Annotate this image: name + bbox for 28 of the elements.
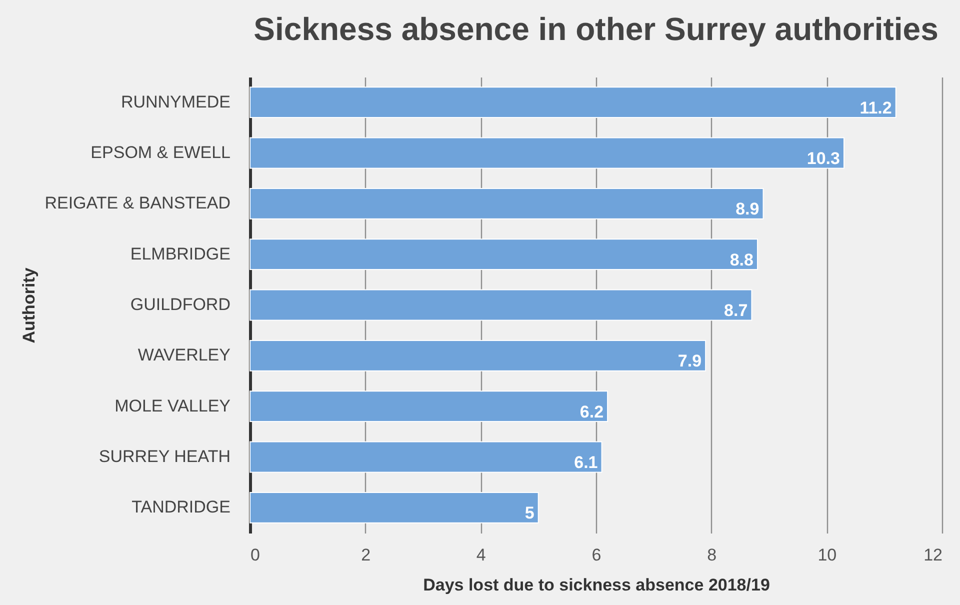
x-tick-label: 10	[818, 546, 837, 564]
y-tick-label: GUILDFORD	[130, 295, 230, 314]
y-tick-label: EPSOM & EWELL	[90, 143, 230, 162]
x-tick-label: 8	[707, 546, 717, 564]
data-label: 8.8	[730, 250, 754, 270]
data-label: 6.2	[580, 402, 604, 422]
chart-title: Sickness absence in other Surrey authorities	[254, 11, 938, 47]
data-label: 7.9	[678, 352, 702, 371]
x-tick-label: 2	[361, 546, 371, 564]
y-tick-label: ELMBRIDGE	[130, 244, 230, 264]
y-tick-label: REIGATE & BANSTEAD	[44, 194, 230, 213]
x-tick-label: 0	[250, 546, 260, 564]
y-tick-label: SURREY HEATH	[98, 447, 230, 466]
y-tick-label: MOLE VALLEY	[114, 396, 230, 416]
y-tick-label: TANDRIDGE	[132, 498, 230, 517]
data-label: 10.3	[806, 149, 840, 168]
data-label: 8.7	[724, 301, 748, 320]
x-tick-label: 12	[924, 546, 942, 564]
data-label: 11.2	[860, 98, 892, 118]
x-tick-label: 6	[592, 546, 602, 564]
data-label: 5	[524, 504, 534, 523]
x-axis-title: Days lost due to sickness absence 2018/19	[423, 576, 770, 594]
y-axis-title: Authority	[20, 267, 38, 344]
data-label: 6.1	[574, 453, 598, 472]
data-label: 8.9	[736, 200, 760, 219]
y-tick-label: RUNNYMEDE	[120, 92, 230, 112]
y-tick-label: WAVERLEY	[138, 346, 230, 365]
x-tick-label: 4	[476, 546, 486, 564]
